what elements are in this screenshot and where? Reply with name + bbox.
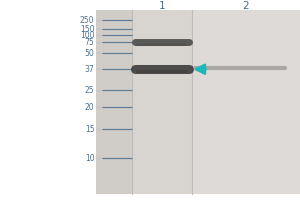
Text: 15: 15 xyxy=(85,125,94,134)
Text: 75: 75 xyxy=(85,38,94,47)
Text: 20: 20 xyxy=(85,103,94,112)
Text: 1: 1 xyxy=(159,1,165,11)
Text: 2: 2 xyxy=(243,1,249,11)
Bar xyxy=(192,10,300,194)
Text: 50: 50 xyxy=(85,49,94,58)
Bar xyxy=(132,10,192,194)
Text: 37: 37 xyxy=(85,65,94,74)
Text: 100: 100 xyxy=(80,31,94,40)
Text: 25: 25 xyxy=(85,86,94,95)
Text: 10: 10 xyxy=(85,154,94,163)
Bar xyxy=(96,10,132,194)
Text: 150: 150 xyxy=(80,25,94,34)
Text: 250: 250 xyxy=(80,16,94,25)
